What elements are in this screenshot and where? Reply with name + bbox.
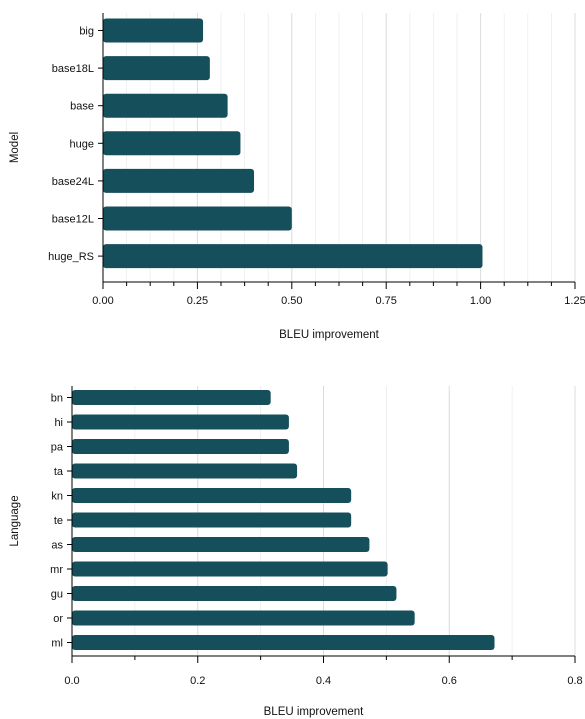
x-axis-title: BLEU improvement [279,329,380,341]
bar [103,93,228,118]
category-label: hi [54,417,63,429]
y-axis-title: Language [9,495,21,546]
bar [103,56,210,81]
x-tick-label: 0.00 [92,295,113,307]
x-tick-label: 0.50 [281,295,302,307]
x-tick-label: 0.4 [316,675,331,687]
bar [72,512,352,528]
x-axis-title: BLEU improvement [264,706,365,718]
category-label: or [53,613,63,625]
bar [103,206,292,231]
bar [72,610,415,626]
category-label: base12L [52,214,94,226]
category-label: te [54,515,63,527]
bar [72,561,388,577]
category-label: huge_RS [48,251,94,263]
bar [103,131,241,156]
bar [72,463,298,479]
x-tick-label: 1.00 [470,295,491,307]
x-tick-label: 0.0 [64,675,79,687]
y-axis-title: Model [9,132,21,163]
bar [103,168,255,193]
category-label: huge [70,138,94,150]
category-label: big [79,26,94,38]
category-label: ta [54,466,64,478]
category-label: gu [51,589,63,601]
category-label: pa [51,442,64,454]
x-tick-label: 1.25 [564,295,585,307]
bar [72,414,289,430]
category-label: kn [51,491,63,503]
category-label: ml [51,638,63,650]
x-tick-label: 0.2 [190,675,205,687]
category-label: mr [50,564,63,576]
bar [72,439,289,454]
category-label: as [51,540,63,552]
category-label: base [70,101,94,113]
bar [103,244,483,269]
bar [72,586,397,601]
category-label: bn [51,393,63,405]
x-tick-label: 0.6 [442,675,457,687]
bar [72,635,495,650]
chart-1: big base18L base huge base24L base12L huge_RS 0… [9,13,585,341]
chart-2: bn hi pa ta kn te as mr gu or ml 0.0 0.2 0.4 0.6 0.8 BLE… [9,386,583,718]
category-label: base24L [52,176,94,188]
bar [72,537,370,552]
bar [72,390,271,405]
bar [72,488,352,503]
bar [103,18,204,43]
x-tick-label: 0.8 [567,675,582,687]
x-tick-label: 0.25 [187,295,208,307]
x-tick-label: 0.75 [375,295,396,307]
category-label: base18L [52,63,94,75]
